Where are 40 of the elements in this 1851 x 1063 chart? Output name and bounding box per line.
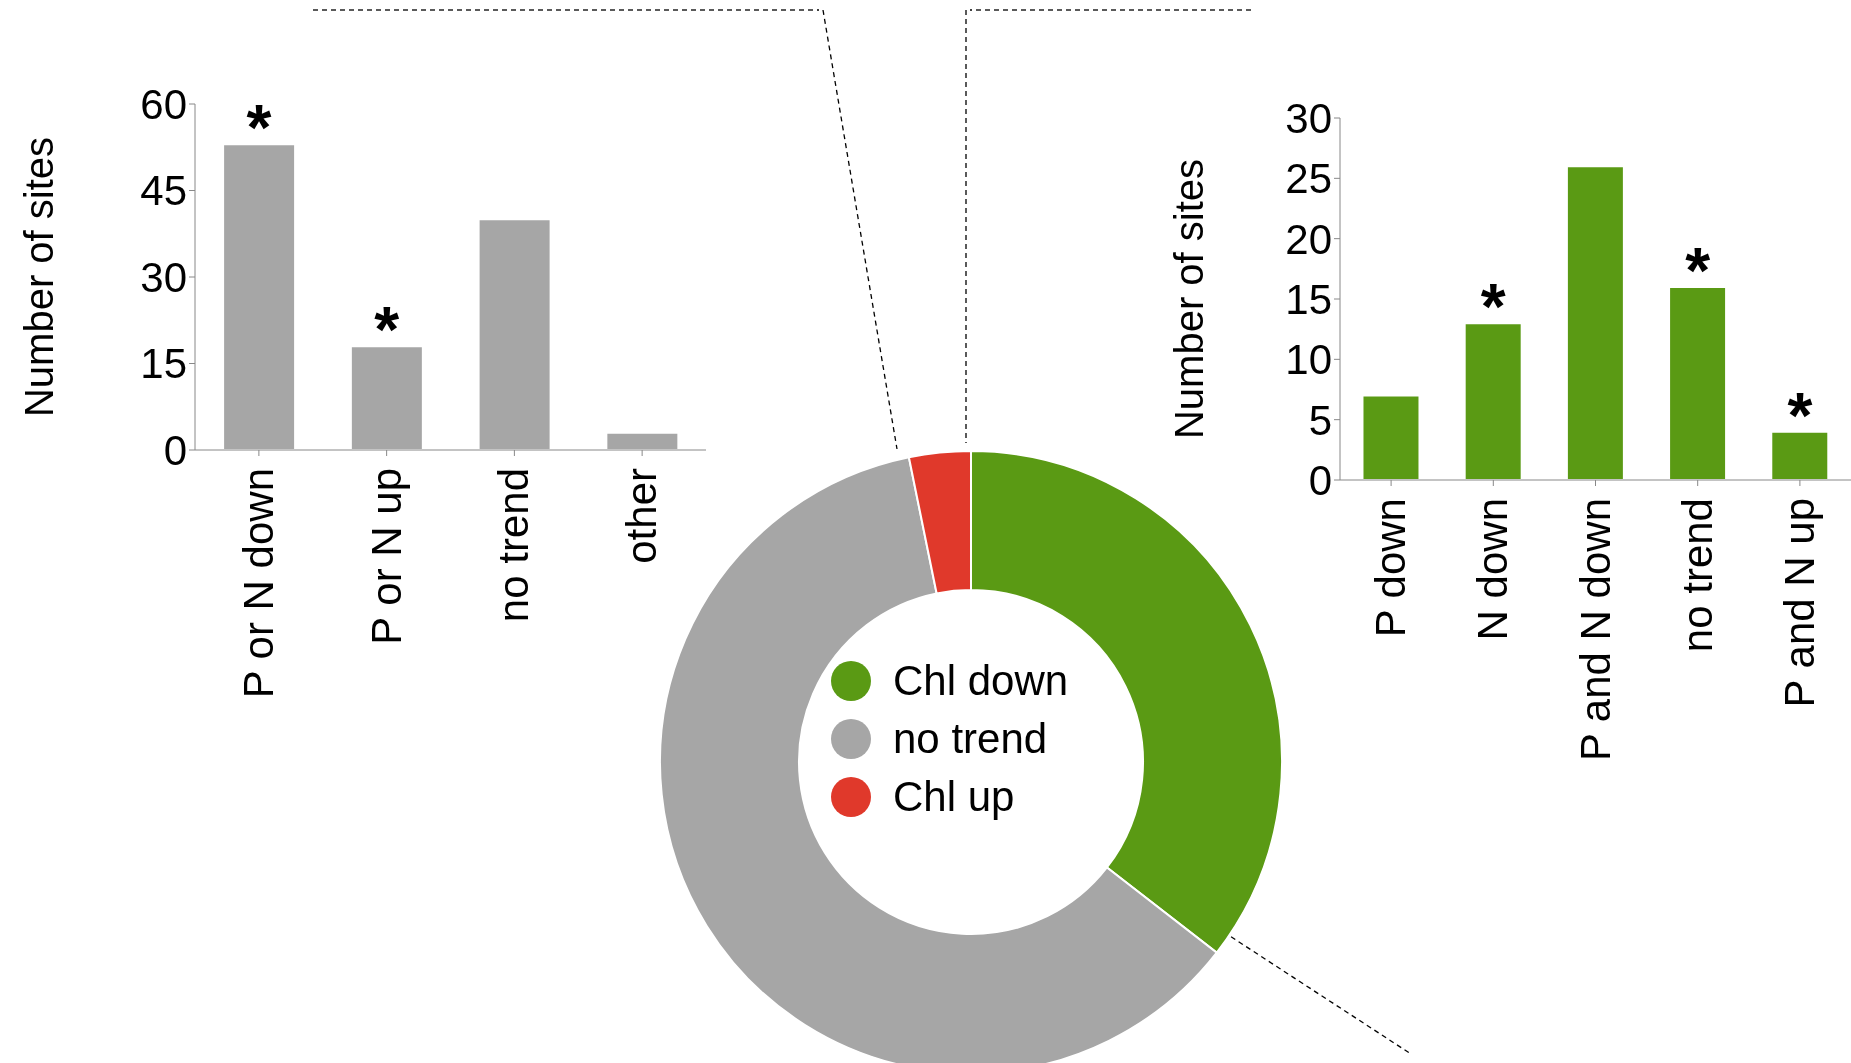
x-tick-label: P and N up bbox=[1775, 498, 1823, 708]
bar bbox=[1361, 394, 1421, 480]
x-tick-label: P or N up bbox=[362, 468, 410, 645]
y-axis-title: Number of sites bbox=[17, 136, 62, 418]
y-tick-label: 20 bbox=[1285, 215, 1332, 263]
bar bbox=[477, 218, 552, 450]
x-tick-label: N down bbox=[1469, 498, 1517, 641]
y-tick-label: 15 bbox=[1285, 275, 1332, 323]
bar bbox=[1463, 322, 1523, 480]
legend-label: Chl up bbox=[893, 772, 1015, 822]
y-tick-label: 15 bbox=[140, 340, 187, 388]
y-tick-label: 45 bbox=[140, 167, 187, 215]
annotation: * bbox=[1787, 379, 1813, 452]
bar bbox=[349, 345, 424, 450]
y-tick-label: 5 bbox=[1308, 396, 1332, 444]
annotation: * bbox=[1685, 234, 1711, 307]
bar bbox=[1565, 165, 1625, 480]
legend-label: no trend bbox=[893, 714, 1048, 764]
x-tick-label: other bbox=[618, 467, 666, 564]
bar bbox=[1668, 285, 1728, 480]
annotation: * bbox=[1480, 271, 1506, 344]
bar bbox=[1770, 430, 1830, 480]
y-tick-label: 0 bbox=[163, 426, 187, 474]
y-tick-label: 0 bbox=[1308, 456, 1332, 504]
x-tick-label: P down bbox=[1367, 498, 1415, 638]
y-tick-label: 30 bbox=[1285, 94, 1332, 142]
x-tick-label: no trend bbox=[490, 468, 538, 623]
y-tick-label: 60 bbox=[140, 80, 187, 128]
legend-label: Chl down bbox=[893, 656, 1069, 706]
annotation: * bbox=[374, 294, 400, 367]
y-tick-label: 25 bbox=[1285, 155, 1332, 203]
bar bbox=[605, 431, 680, 450]
annotation: * bbox=[246, 92, 272, 165]
x-tick-label: P or N down bbox=[234, 468, 282, 699]
y-tick-label: 10 bbox=[1285, 336, 1332, 384]
bar bbox=[222, 143, 297, 450]
x-tick-label: no trend bbox=[1673, 498, 1721, 653]
y-axis-title: Number of sites bbox=[1167, 158, 1212, 440]
y-tick-label: 30 bbox=[140, 253, 187, 301]
x-tick-label: P and N down bbox=[1571, 498, 1619, 762]
